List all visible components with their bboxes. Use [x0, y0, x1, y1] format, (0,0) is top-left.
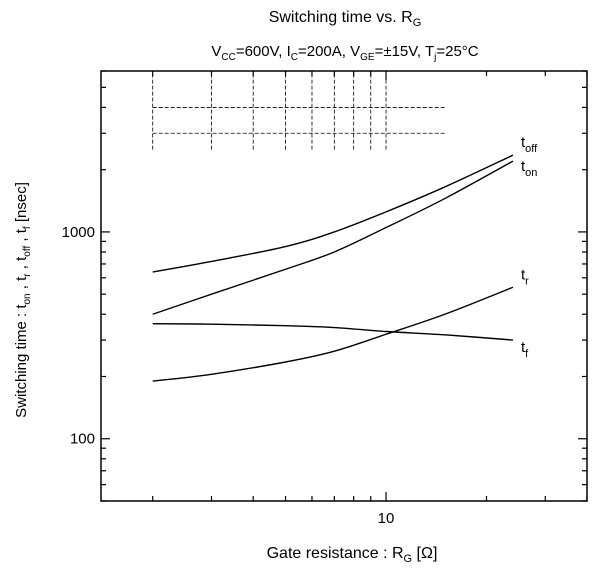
series-label-t-off: toff	[521, 134, 538, 155]
cond-vge-sub: GE	[360, 52, 375, 63]
xlabel-main: Gate resistance : R	[267, 545, 404, 562]
chart-title: Switching time vs. RG	[269, 9, 422, 29]
cond-vge-val: =±15V, T	[375, 43, 435, 60]
series-label-t-f: tf	[521, 339, 529, 360]
x-tick-label: 10	[378, 510, 395, 527]
ylabel-part-2: , t	[13, 276, 30, 294]
ylabel-part-1: Switching time : t	[13, 304, 30, 418]
series-label-main: t	[521, 134, 526, 151]
series-line-t-r	[152, 286, 514, 382]
cond-ic-sub: C	[291, 52, 298, 63]
cond-vcc: V	[211, 43, 221, 60]
ylabel-part-5: [nsec]	[13, 182, 30, 226]
series-label-main: t	[521, 339, 526, 356]
series-label-sub: f	[525, 348, 529, 360]
cond-tj-sub: j	[433, 52, 436, 63]
series-line-t-on	[152, 160, 514, 315]
y-tick-label: 1000	[62, 224, 95, 241]
cond-vcc-val: =600V, I	[236, 43, 291, 60]
ylabel-sub-off: off	[22, 246, 33, 257]
xlabel-sub: G	[404, 553, 413, 565]
series-label-main: t	[521, 158, 526, 175]
series-label-sub: off	[525, 143, 538, 155]
series-label-t-r: tr	[521, 266, 529, 287]
series-label-t-on: ton	[521, 158, 537, 179]
ylabel-part-3: , t	[13, 256, 30, 274]
xlabel-unit: [Ω]	[412, 545, 437, 562]
series-label-main: t	[521, 266, 526, 283]
cond-tj-val: =25°C	[436, 43, 478, 60]
chart-conditions: VCC=600V, IC=200A, VGE=±15V, Tj=25°C	[211, 43, 478, 63]
cond-vcc-sub: CC	[221, 52, 235, 63]
y-tick-label: 100	[70, 431, 95, 448]
series-label-sub: r	[525, 275, 529, 287]
ylabel-sub-on: on	[22, 293, 33, 304]
series-line-t-off	[152, 154, 514, 273]
cond-ic-val: =200A, V	[298, 43, 360, 60]
y-axis-label: Switching time : ton , tr , toff , tf [n…	[13, 182, 33, 418]
series-line-t-f	[152, 322, 514, 341]
series-label-sub: on	[525, 167, 537, 179]
x-axis-label: Gate resistance : RG [Ω]	[267, 545, 438, 565]
ylabel-sub-r: r	[22, 273, 33, 277]
ylabel-sub-f: f	[22, 226, 33, 229]
chart-title-main: Switching time vs. R	[269, 9, 413, 26]
chart-title-sub: G	[413, 17, 422, 29]
ylabel-part-4: , t	[13, 228, 30, 246]
plot-frame	[100, 70, 588, 502]
